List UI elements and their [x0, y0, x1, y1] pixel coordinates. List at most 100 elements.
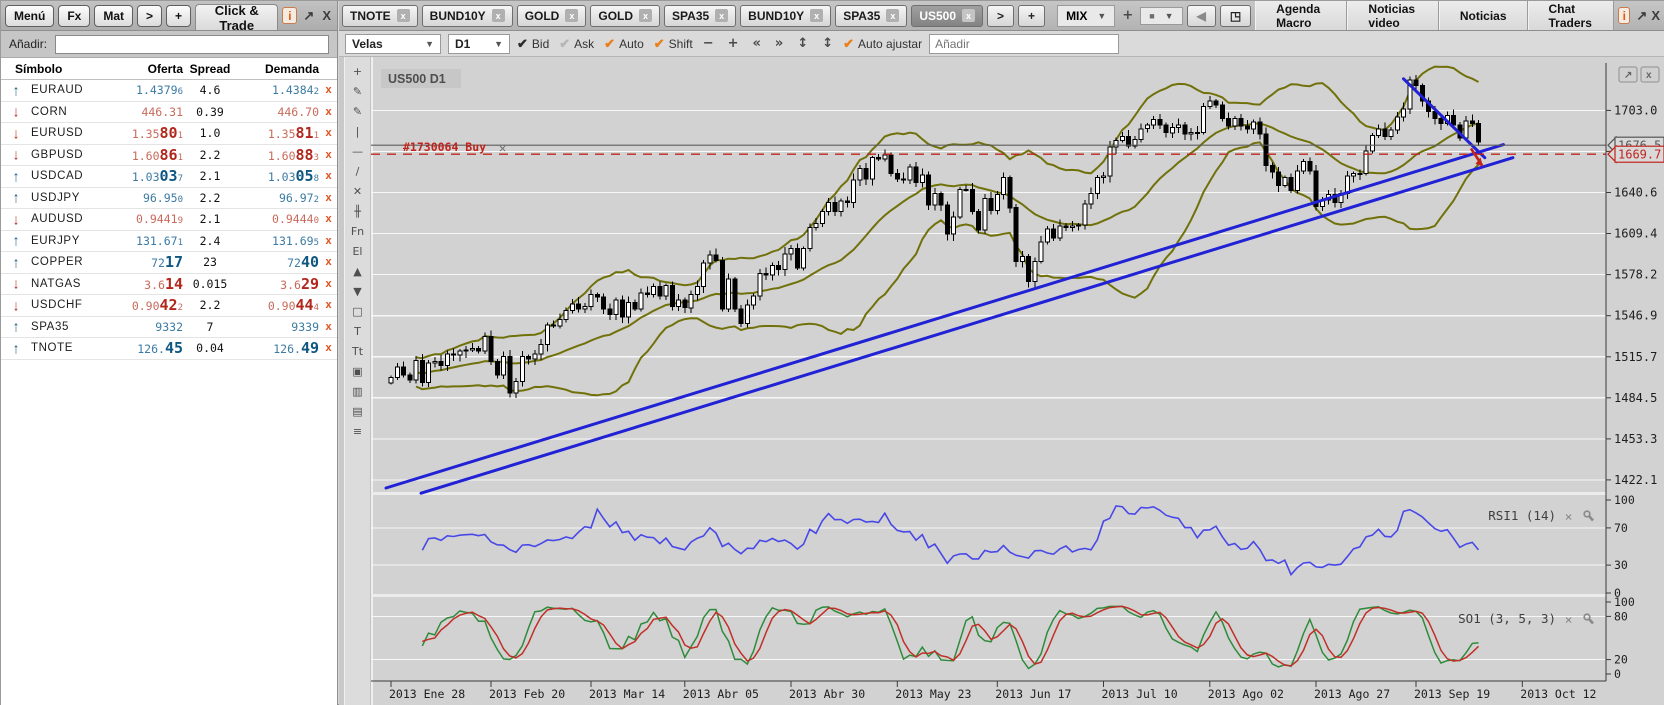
quote-row-corn[interactable]: ↓ CORN 446.31 0.39 446.70 x — [1, 102, 337, 123]
pencil-tool[interactable]: ✎ — [352, 85, 363, 98]
remove-symbol-button[interactable]: x — [325, 213, 332, 226]
new-chart-button[interactable]: + — [1018, 4, 1046, 27]
polyline-tool[interactable]: ✎ — [352, 105, 363, 118]
text-small-tool[interactable]: Tt — [351, 345, 364, 358]
quote-row-tnote[interactable]: ↑ TNOTE 126.45 0.04 126.49 x — [1, 338, 337, 360]
chart-tab-us500-7[interactable]: US500 x — [911, 4, 984, 27]
vertical-fit-button[interactable]: ↕ — [797, 36, 809, 51]
ask-price[interactable]: 1.43842 — [272, 83, 319, 98]
toolbar-button-3[interactable]: > — [137, 4, 163, 27]
close-tab-icon[interactable]: x — [565, 9, 579, 22]
auto-checkbox[interactable]: ✔ Auto — [604, 35, 644, 51]
mix-dropdown[interactable]: MIX ▼ — [1057, 4, 1116, 27]
remove-symbol-button[interactable]: x — [325, 84, 332, 97]
timeframe-select[interactable]: D1 ▼ — [448, 33, 510, 54]
remove-symbol-button[interactable]: x — [325, 277, 332, 290]
chart-tab-spa35-6[interactable]: SPA35 x — [835, 4, 908, 27]
crosshair-tool[interactable]: + — [352, 65, 363, 78]
function-tool[interactable]: Fn — [350, 225, 365, 238]
scroll-left-button[interactable]: « — [752, 36, 761, 51]
expand-icon[interactable]: ↗ — [303, 7, 315, 23]
scroll-right-button[interactable]: » — [774, 36, 784, 51]
click-and-trade-tab[interactable]: Click & Trade — [195, 3, 279, 33]
ask-price[interactable]: 131.695 — [272, 233, 319, 248]
toolbar-button-0[interactable]: Menú — [5, 4, 55, 27]
panel-button-agenda-macro[interactable]: Agenda Macro — [1255, 1, 1348, 30]
vertical-scale-button[interactable]: ↕ — [822, 36, 834, 51]
restore-window-button[interactable]: ◳ — [1219, 4, 1252, 27]
close-tab-icon[interactable]: x — [715, 9, 729, 22]
remove-symbol-button[interactable]: x — [325, 256, 332, 269]
remove-symbol-button[interactable]: x — [325, 105, 332, 118]
resistance-line[interactable] — [1402, 77, 1487, 160]
bid-price[interactable]: 9332 — [155, 319, 183, 334]
remove-symbol-button[interactable]: x — [325, 320, 332, 333]
price-chart[interactable]: #1730064 Buy ✕ 1703.0 1640.6 1609.4 1578.2 154… — [371, 57, 1664, 705]
remove-symbol-button[interactable]: x — [325, 148, 332, 161]
mix-add-button[interactable]: + — [1122, 8, 1134, 23]
bid-price[interactable]: 7217 — [151, 253, 183, 272]
quote-row-usdjpy[interactable]: ↑ USDJPY 96.950 2.2 96.972 x — [1, 188, 337, 209]
sell-arrow-marker[interactable] — [1469, 147, 1484, 167]
volume-tool[interactable]: ▥ — [352, 385, 363, 398]
undo-arrow-button[interactable]: ◀ — [1186, 4, 1216, 27]
shift-checkbox[interactable]: ✔ Shift — [653, 35, 693, 51]
close-tab-icon[interactable]: x — [962, 9, 976, 22]
zoom-out-button[interactable]: − — [702, 36, 714, 51]
close-tab-icon[interactable]: x — [396, 9, 410, 22]
chart-tab-spa35-4[interactable]: SPA35 x — [664, 4, 737, 27]
buy-marker-tool[interactable]: ▲ — [353, 265, 362, 278]
vertical-line-tool[interactable]: | — [355, 125, 360, 138]
channel-lower-2[interactable] — [419, 156, 1515, 495]
cross-lines-tool[interactable]: ✕ — [352, 185, 363, 198]
remove-symbol-button[interactable]: x — [325, 127, 332, 140]
close-tab-icon[interactable]: x — [639, 9, 653, 22]
quote-row-gbpusd[interactable]: ↓ GBPUSD 1.60861 2.2 1.60883 x — [1, 145, 337, 166]
bid-price[interactable]: 131.671 — [136, 233, 183, 248]
chart-add-symbol-input[interactable] — [929, 33, 1120, 54]
indicator-settings-icon[interactable] — [1583, 613, 1594, 625]
panel-divider[interactable] — [339, 57, 345, 705]
ask-price[interactable]: 3.629 — [280, 274, 319, 293]
info-icon[interactable]: i — [1618, 7, 1631, 24]
indicator-close-icon[interactable]: ✕ — [1565, 510, 1572, 524]
panel-button-chat-traders[interactable]: Chat Traders — [1527, 1, 1615, 30]
ask-price[interactable]: 96.972 — [278, 190, 319, 205]
remove-symbol-button[interactable]: x — [325, 170, 332, 183]
rectangle-tool[interactable]: □ — [352, 305, 363, 318]
quote-row-spa35[interactable]: ↑ SPA35 9332 7 9339 x — [1, 317, 337, 338]
remove-symbol-button[interactable]: x — [325, 299, 332, 312]
auto-adjust-checkbox[interactable]: ✔ Auto ajustar — [843, 35, 923, 51]
ask-price[interactable]: 126.49 — [273, 339, 319, 358]
remove-symbol-button[interactable]: x — [325, 342, 332, 355]
list-tool[interactable]: ≡ — [352, 425, 363, 438]
sell-marker-tool[interactable]: ▼ — [353, 285, 362, 298]
quote-row-eurusd[interactable]: ↓ EURUSD 1.35801 1.0 1.35811 x — [1, 123, 337, 145]
chart-close-button[interactable]: x — [1640, 66, 1660, 83]
close-position-icon[interactable]: ✕ — [499, 141, 506, 155]
quote-row-copper[interactable]: ↑ COPPER 7217 23 7240 x — [1, 252, 337, 274]
ask-checkbox[interactable]: ✔ Ask — [559, 35, 595, 51]
bid-price[interactable]: 3.614 — [144, 274, 183, 293]
close-tab-icon[interactable]: x — [810, 9, 824, 22]
close-icon[interactable]: X — [1651, 8, 1660, 23]
zoom-in-button[interactable]: + — [727, 36, 739, 51]
chart-tab-gold-2[interactable]: GOLD x — [516, 4, 587, 27]
bid-price[interactable]: 0.94419 — [136, 212, 183, 227]
close-tab-icon[interactable]: x — [886, 9, 900, 22]
bid-price[interactable]: 1.03037 — [131, 167, 183, 186]
expand-icon[interactable]: ↗ — [1636, 7, 1648, 23]
close-icon[interactable]: X — [322, 8, 331, 23]
panel-button-noticias-video[interactable]: Noticias video — [1347, 1, 1439, 30]
ask-price[interactable]: 1.35811 — [267, 124, 319, 143]
bid-price[interactable]: 1.60861 — [131, 145, 183, 164]
chart-tab-tnote-0[interactable]: TNOTE x — [342, 4, 418, 27]
toolbar-button-2[interactable]: Mat — [94, 4, 134, 27]
text-tool[interactable]: T — [354, 325, 361, 338]
quote-row-audusd[interactable]: ↓ AUDUSD 0.94419 2.1 0.94440 x — [1, 209, 337, 231]
bid-price[interactable]: 446.31 — [141, 104, 183, 119]
remove-symbol-button[interactable]: x — [325, 191, 332, 204]
quote-row-eurjpy[interactable]: ↑ EURJPY 131.671 2.4 131.695 x — [1, 231, 337, 252]
panel-button-noticias[interactable]: Noticias — [1438, 1, 1528, 30]
toolbar-button-4[interactable]: + — [166, 4, 192, 27]
